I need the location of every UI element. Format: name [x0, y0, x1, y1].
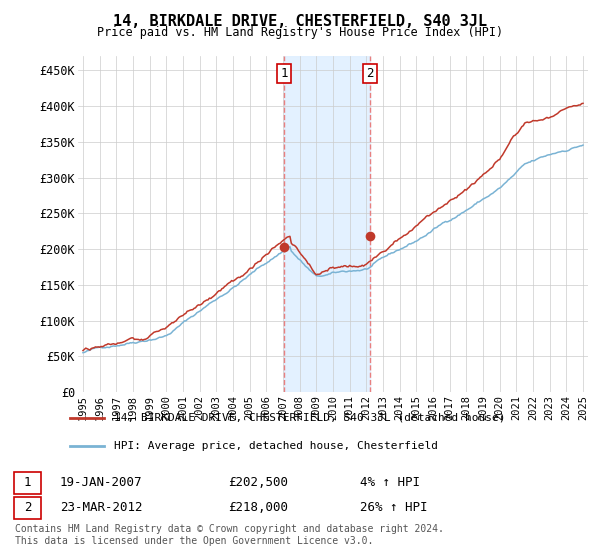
Text: 23-MAR-2012: 23-MAR-2012: [60, 501, 143, 515]
Text: 19-JAN-2007: 19-JAN-2007: [60, 476, 143, 489]
Text: Price paid vs. HM Land Registry's House Price Index (HPI): Price paid vs. HM Land Registry's House …: [97, 26, 503, 39]
Text: £202,500: £202,500: [228, 476, 288, 489]
Text: 1: 1: [280, 67, 287, 81]
Text: £218,000: £218,000: [228, 501, 288, 515]
Text: 14, BIRKDALE DRIVE, CHESTERFIELD, S40 3JL: 14, BIRKDALE DRIVE, CHESTERFIELD, S40 3J…: [113, 14, 487, 29]
Text: 2: 2: [24, 501, 31, 515]
Text: HPI: Average price, detached house, Chesterfield: HPI: Average price, detached house, Ches…: [114, 441, 438, 451]
Text: 1: 1: [24, 476, 31, 489]
Text: 14, BIRKDALE DRIVE, CHESTERFIELD, S40 3JL (detached house): 14, BIRKDALE DRIVE, CHESTERFIELD, S40 3J…: [114, 413, 506, 423]
Text: 2: 2: [366, 67, 374, 81]
Text: Contains HM Land Registry data © Crown copyright and database right 2024.
This d: Contains HM Land Registry data © Crown c…: [15, 524, 444, 545]
Bar: [284, 56, 370, 392]
Text: 4% ↑ HPI: 4% ↑ HPI: [360, 476, 420, 489]
Text: 26% ↑ HPI: 26% ↑ HPI: [360, 501, 427, 515]
